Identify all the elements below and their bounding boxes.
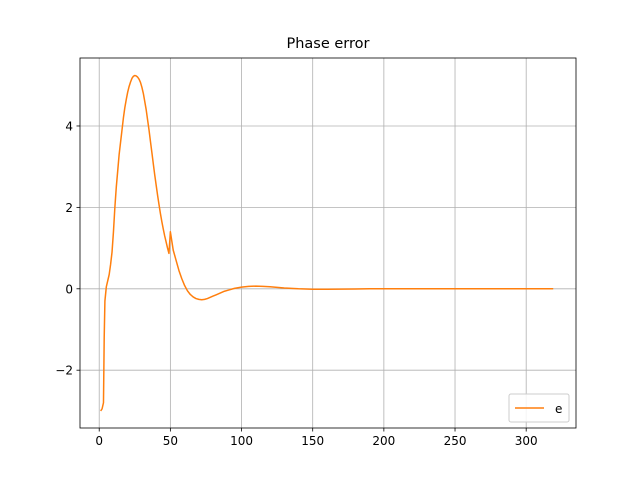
legend-label: e <box>555 402 562 416</box>
x-tick-label: 100 <box>230 434 253 448</box>
y-tick-label: 2 <box>65 201 73 215</box>
plot-series <box>100 74 554 412</box>
y-tick-label: 4 <box>65 119 73 133</box>
series-line-e <box>100 74 554 412</box>
legend: e <box>508 393 570 423</box>
x-tick-label: 250 <box>444 434 467 448</box>
x-axis-ticks: 0 50 100 150 200 250 300 <box>95 428 538 448</box>
x-tick-label: 150 <box>301 434 324 448</box>
y-tick-label: 0 <box>65 282 73 296</box>
y-tick-label: −2 <box>55 364 73 378</box>
plot-frame <box>79 57 577 429</box>
x-tick-label: 50 <box>163 434 178 448</box>
x-tick-label: 0 <box>95 434 103 448</box>
chart-title: Phase error <box>286 36 369 52</box>
y-axis-ticks: −2 0 2 4 <box>55 119 80 378</box>
x-tick-label: 300 <box>515 434 538 448</box>
x-tick-label: 200 <box>372 434 395 448</box>
